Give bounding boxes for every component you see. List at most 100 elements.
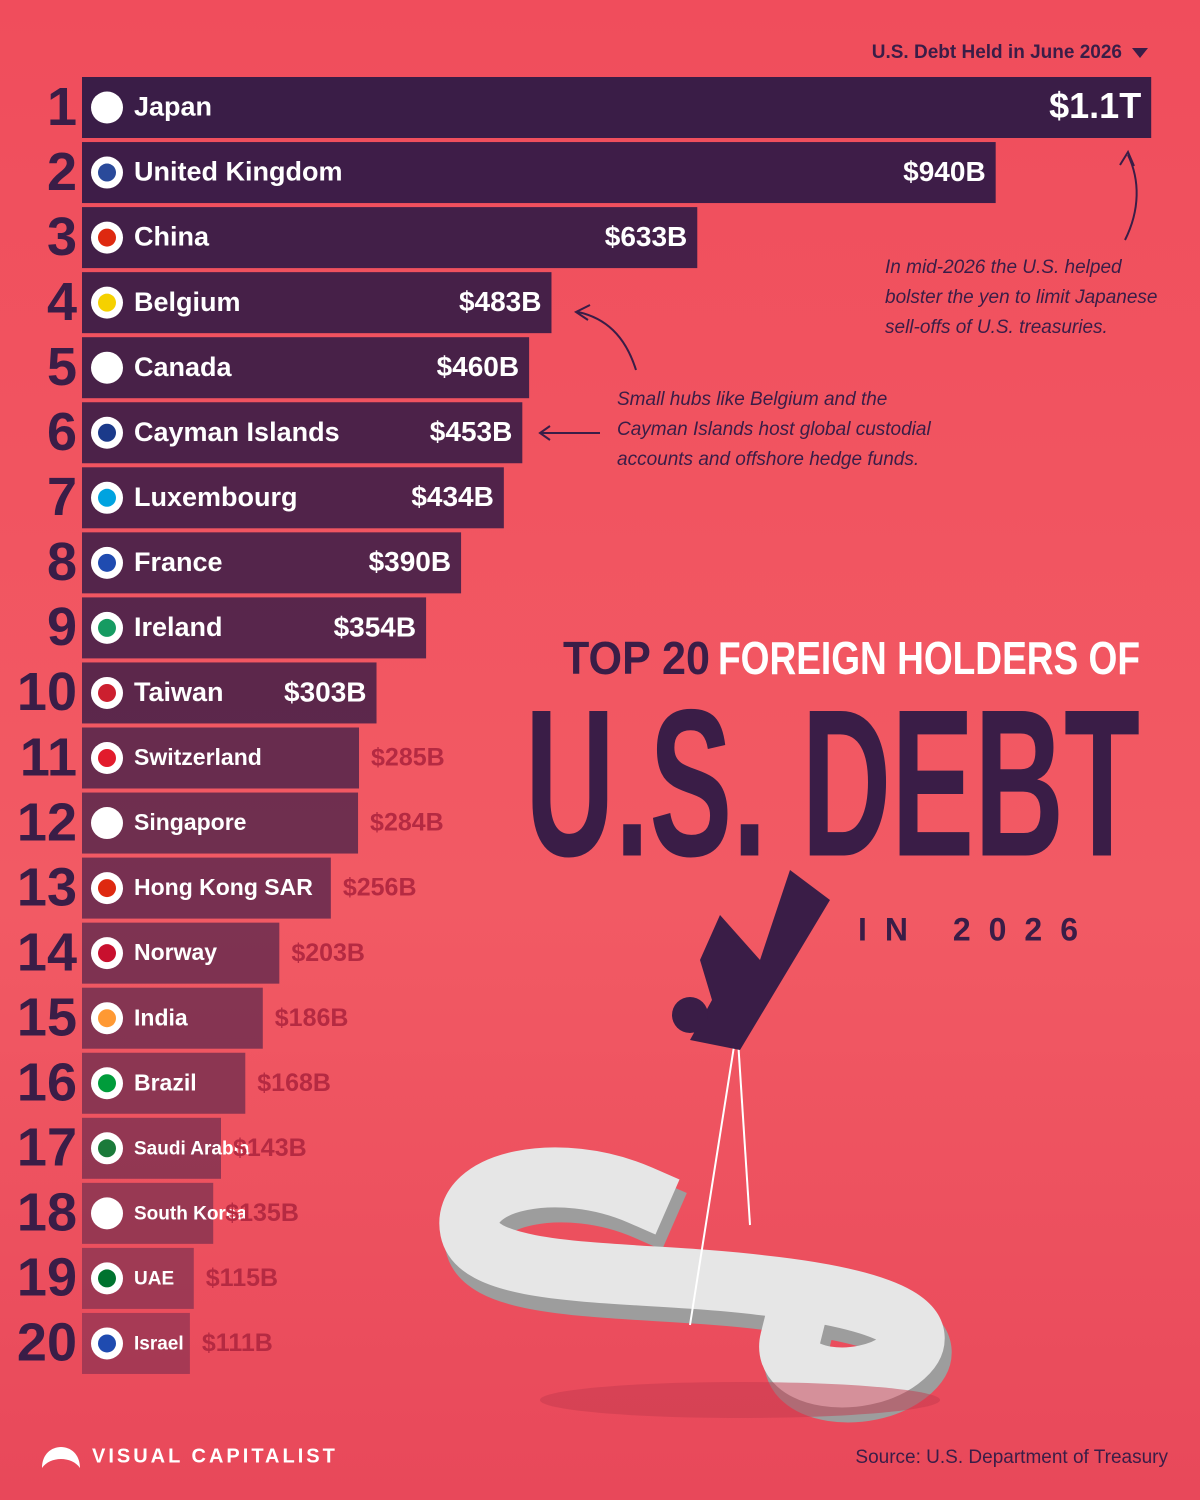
category-label: Ireland xyxy=(134,612,223,642)
rank-label: 14 xyxy=(17,922,77,982)
value-label: $203B xyxy=(291,939,365,967)
category-label: Cayman Islands xyxy=(134,417,340,447)
bar xyxy=(82,77,1152,138)
bar xyxy=(82,727,360,789)
source: Source: U.S. Department of Treasury xyxy=(855,1447,1168,1468)
flag-center xyxy=(98,1139,116,1158)
flag-center xyxy=(98,1334,116,1353)
flag-center xyxy=(98,749,116,767)
annotation-arrow xyxy=(577,311,637,371)
rank-label: 3 xyxy=(47,207,77,267)
category-label: France xyxy=(134,547,223,577)
category-label: Brazil xyxy=(134,1069,197,1095)
annotation-arrow xyxy=(1124,154,1138,241)
flag-center xyxy=(98,879,116,898)
bar xyxy=(82,402,523,464)
value-label: $143B xyxy=(233,1134,307,1162)
bar xyxy=(82,792,359,854)
bar xyxy=(82,857,331,919)
rank-label: 1 xyxy=(47,77,77,137)
category-label: Switzerland xyxy=(134,744,262,770)
rank-label: 17 xyxy=(17,1118,77,1178)
category-label: Israel xyxy=(134,1333,184,1354)
value-label: $434B xyxy=(411,481,494,512)
annotation-arrow-head xyxy=(538,425,551,441)
flag-center xyxy=(98,944,116,963)
value-label: $1.1T xyxy=(1049,85,1141,126)
annotation-arrow-head xyxy=(1119,149,1135,167)
value-label: $453B xyxy=(430,416,513,447)
flag-center xyxy=(98,618,116,637)
title-lead: TOP 20 xyxy=(563,632,710,684)
rank-label: 5 xyxy=(47,337,77,397)
value-label: $168B xyxy=(257,1069,331,1097)
headline: U.S. DEBT xyxy=(525,665,1140,900)
brand: VISUAL CAPITALIST xyxy=(42,1445,338,1468)
flag-center xyxy=(98,1204,116,1223)
rank-label: 7 xyxy=(47,467,77,527)
subtitle: IN 2026 xyxy=(858,911,1078,947)
rank-label: 20 xyxy=(17,1313,77,1373)
value-label: $940B xyxy=(903,156,986,187)
flag-center xyxy=(98,163,116,182)
category-label: Hong Kong SAR xyxy=(134,874,313,900)
value-label: $633B xyxy=(605,221,688,252)
bar xyxy=(82,467,504,529)
rank-label: 16 xyxy=(17,1053,77,1113)
category-label: Belgium xyxy=(134,287,241,317)
category-label: India xyxy=(134,1004,188,1030)
rank-label: 18 xyxy=(17,1183,77,1243)
value-label: $354B xyxy=(334,611,417,642)
value-label: $135B xyxy=(225,1199,299,1227)
title: FOREIGN HOLDERS OF xyxy=(718,632,1140,684)
flag-center xyxy=(98,553,116,572)
value-label: $186B xyxy=(275,1004,349,1032)
value-label: $284B xyxy=(370,809,444,837)
flag-center xyxy=(98,1074,116,1093)
category-label: Taiwan xyxy=(134,677,224,707)
rank-label: 15 xyxy=(17,987,77,1047)
flag-center xyxy=(98,228,116,247)
category-label: Luxembourg xyxy=(134,482,298,512)
annotation: Small hubs like Belgium and the xyxy=(617,389,887,410)
annotation: bolster the yen to limit Japanese xyxy=(885,287,1158,308)
flag-center xyxy=(98,358,116,377)
rank-label: 8 xyxy=(47,532,77,592)
rank-label: 12 xyxy=(17,792,77,852)
legend-label: U.S. Debt Held in June 2026 xyxy=(872,42,1122,63)
bar xyxy=(82,532,462,594)
flag-center xyxy=(98,293,116,312)
rank-label: 19 xyxy=(17,1248,77,1308)
category-label: South Korea xyxy=(134,1203,247,1224)
rank-label: 13 xyxy=(17,857,77,917)
annotation: accounts and offshore hedge funds. xyxy=(617,449,919,470)
flag-center xyxy=(98,423,116,442)
rank-label: 11 xyxy=(20,727,77,787)
value-label: $303B xyxy=(284,676,367,707)
value-label: $390B xyxy=(369,546,452,577)
rank-label: 4 xyxy=(47,272,77,332)
category-label: Canada xyxy=(134,352,233,382)
category-label: United Kingdom xyxy=(134,157,342,187)
value-label: $483B xyxy=(459,286,542,317)
rank-label: 10 xyxy=(17,662,77,722)
value-label: $111B xyxy=(202,1329,273,1357)
brand-name: VISUAL CAPITALIST xyxy=(92,1445,338,1467)
value-label: $115B xyxy=(206,1264,278,1292)
annotation-arrow-head xyxy=(574,304,591,321)
bar xyxy=(82,272,552,334)
category-label: Singapore xyxy=(134,809,246,835)
bar xyxy=(82,207,698,269)
flag-center xyxy=(98,488,116,507)
flag-center xyxy=(98,1009,116,1028)
rank-label: 9 xyxy=(47,597,77,657)
value-label: $285B xyxy=(371,744,445,772)
category-label: Saudi Arabia xyxy=(134,1138,250,1159)
annotation: In mid-2026 the U.S. helped xyxy=(885,257,1123,278)
annotation: sell-offs of U.S. treasuries. xyxy=(885,317,1108,338)
flag-center xyxy=(98,683,116,702)
bar xyxy=(82,597,427,659)
illustration xyxy=(439,870,952,1423)
